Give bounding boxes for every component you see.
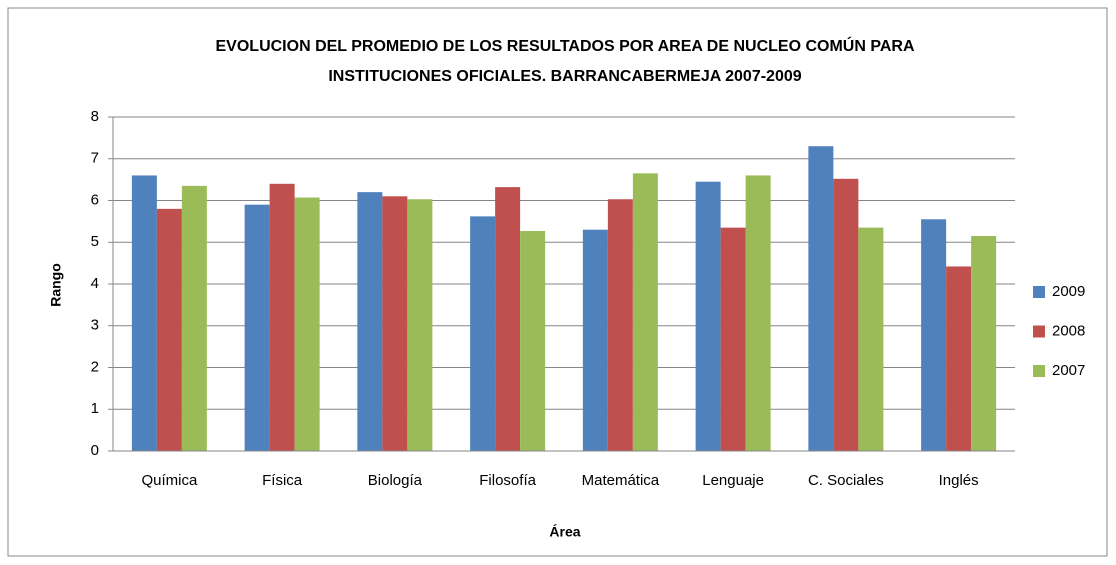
y-tick-label: 3 bbox=[91, 317, 99, 334]
bar bbox=[971, 235, 997, 451]
bar bbox=[946, 266, 972, 451]
x-tick-label: Química bbox=[141, 472, 198, 489]
y-tick-label: 1 bbox=[91, 400, 99, 417]
bar bbox=[407, 199, 433, 451]
legend-label: 2009 bbox=[1052, 283, 1085, 300]
bar bbox=[808, 146, 834, 451]
bar bbox=[607, 199, 633, 451]
legend-label: 2008 bbox=[1052, 322, 1085, 339]
x-tick-label: Inglés bbox=[939, 472, 979, 489]
bar bbox=[244, 204, 270, 451]
bar bbox=[858, 227, 884, 451]
x-tick-label: Biología bbox=[368, 472, 423, 489]
y-tick-label: 0 bbox=[91, 442, 99, 459]
y-tick-label: 6 bbox=[91, 191, 99, 208]
bar bbox=[833, 178, 859, 452]
x-tick-label: Matemática bbox=[582, 472, 660, 489]
bar bbox=[745, 175, 771, 451]
y-tick-label: 7 bbox=[91, 150, 99, 167]
bar bbox=[294, 197, 320, 451]
bar bbox=[470, 216, 496, 451]
bar bbox=[632, 173, 658, 452]
bar bbox=[131, 175, 157, 451]
legend-label: 2007 bbox=[1052, 362, 1085, 379]
bar bbox=[695, 181, 721, 451]
y-axis-label: Rango bbox=[48, 263, 64, 307]
y-tick-label: 4 bbox=[91, 275, 99, 292]
bar bbox=[495, 187, 521, 451]
bar bbox=[357, 192, 383, 451]
bar bbox=[582, 229, 608, 451]
legend-swatch bbox=[1033, 365, 1045, 377]
y-tick-label: 8 bbox=[91, 108, 99, 125]
x-tick-label: C. Sociales bbox=[808, 472, 884, 489]
bar bbox=[720, 227, 746, 451]
x-tick-label: Lenguaje bbox=[702, 472, 764, 489]
bar bbox=[382, 196, 408, 451]
chart-title: EVOLUCION DEL PROMEDIO DE LOS RESULTADOS… bbox=[216, 36, 915, 55]
bar bbox=[269, 183, 295, 452]
x-tick-label: Física bbox=[262, 472, 303, 489]
x-axis-label: Área bbox=[549, 524, 580, 540]
x-tick-label: Filosofía bbox=[479, 472, 536, 489]
y-tick-label: 5 bbox=[91, 233, 99, 250]
bar bbox=[181, 185, 207, 451]
bar bbox=[156, 208, 182, 451]
bar bbox=[921, 219, 947, 451]
legend-swatch bbox=[1033, 325, 1045, 338]
y-tick-label: 2 bbox=[91, 358, 99, 375]
bar bbox=[520, 230, 546, 451]
legend-swatch bbox=[1033, 286, 1045, 298]
chart-title: INSTITUCIONES OFICIALES. BARRANCABERMEJA… bbox=[328, 68, 801, 85]
